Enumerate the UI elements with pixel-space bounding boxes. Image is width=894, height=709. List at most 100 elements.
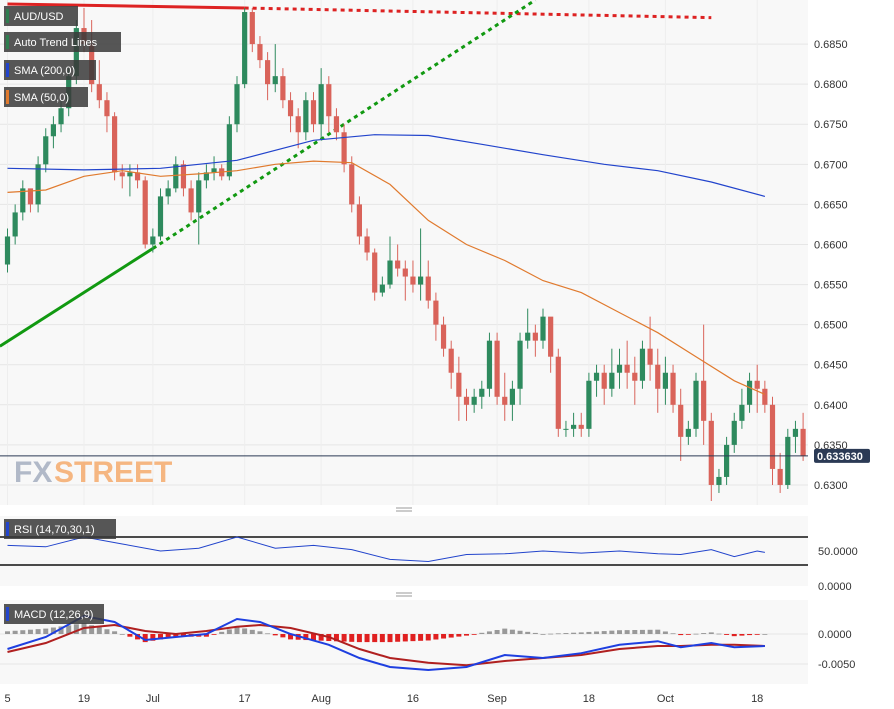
candle-body [746,380,753,405]
macd-histogram-bar [119,634,125,635]
legend-item-sma-50[interactable]: SMA (50,0) [4,87,88,107]
macd-histogram-bar [716,633,722,635]
candle-body [326,84,332,117]
legend-item-sma-200[interactable]: SMA (200,0) [4,60,96,80]
macd-histogram-bar [226,629,232,634]
candle-body [525,332,531,341]
watermark-fx: FX [14,456,52,489]
svg-text:AUD/USD: AUD/USD [14,11,64,23]
macd-histogram-bar [349,634,355,642]
candle-body [502,396,508,405]
macd-histogram-bar [318,634,324,641]
macd-histogram-bar [288,634,294,640]
candle-body [693,380,699,429]
macd-histogram-bar [303,634,309,641]
x-tick-label: 18 [751,693,763,705]
price-legend: AUD/USD Auto Trend Lines SMA (200,0) SMA… [4,6,121,107]
macd-histogram-bar [739,634,745,636]
macd-histogram-bar [639,629,645,634]
macd-tick-label: 0.0000 [818,629,852,641]
candle-body [96,84,102,101]
macd-histogram-bar [333,634,339,642]
macd-histogram-bar [662,631,668,634]
candle-body [150,236,156,245]
candle-body [395,260,401,269]
candle-body [647,348,653,365]
candle-body [20,188,26,213]
macd-histogram-bar [410,634,416,642]
macd-histogram-bar [173,634,179,637]
legend-item-audusd[interactable]: AUD/USD [4,6,78,26]
candle-body [486,340,493,389]
macd-histogram-bar [532,632,538,634]
candle-body [43,136,49,165]
x-tick-label: 19 [78,693,90,705]
macd-histogram-bar [555,633,561,635]
candle-body [341,132,347,165]
candle-body [318,84,324,125]
candle-body [410,276,416,285]
macd-histogram-bar [219,631,225,634]
candle-body [494,340,500,397]
macd-histogram-bar [165,634,171,639]
candle-body [180,164,187,189]
macd-histogram-bar [509,629,515,634]
candle-body [578,424,584,429]
candle-body [364,236,370,253]
rsi-tick-label: 0.0000 [818,581,852,593]
macd-histogram-bar [678,634,684,636]
candle-body [548,316,554,357]
candle-body [379,284,385,293]
macd-histogram-bar [12,630,18,634]
macd-histogram-bar [548,633,554,635]
price-tick-label: 0.6650 [814,199,848,211]
candle-body [257,44,263,61]
candle-body [165,188,171,197]
candle-body [295,116,301,133]
pane-resize-handle-macd[interactable] [396,592,412,597]
macd-histogram-bar [280,634,286,638]
macd-histogram-bar [685,634,691,635]
macd-histogram-bar [135,634,141,640]
macd-histogram-bar [104,629,110,634]
macd-histogram-bar [747,634,753,636]
pane-resize-handle-rsi[interactable] [396,507,412,512]
macd-histogram-bar [311,634,316,641]
macd-legend[interactable]: MACD (12,26,9) [4,604,104,624]
candle-body [12,212,18,237]
macd-histogram-bar [571,632,577,634]
candle-body [532,332,538,341]
rsi-legend[interactable]: RSI (14,70,30,1) [4,519,116,539]
macd-histogram-bar [89,625,95,634]
x-tick-label: 17 [239,693,251,705]
macd-line [7,614,765,672]
legend-item-auto-trend-lines[interactable]: Auto Trend Lines [4,32,121,52]
macd-histogram-bar [27,629,33,634]
macd-histogram-bar [20,630,26,634]
macd-histogram-bar [66,625,72,634]
x-tick-label: 16 [407,693,419,705]
macd-histogram-bar [617,630,622,634]
candle-body [50,124,56,137]
macd-histogram-bar [647,629,653,634]
candle-body [701,380,707,421]
macd-histogram-bar [402,634,408,642]
candle-body [211,168,217,173]
macd-histogram-bar [43,628,49,634]
candle-body [593,372,600,381]
candle-body [27,188,34,205]
candle-body [119,172,125,177]
candle-body [601,372,607,389]
macd-histogram-bar [601,631,607,634]
candle-body [418,276,424,285]
macd-histogram-bar [265,633,271,635]
candle-body [678,404,684,437]
trend-line [244,6,712,20]
candle-body [188,188,194,213]
candle-body [303,100,309,133]
macd-histogram-bar [242,628,248,634]
candle-body [731,420,737,445]
candle-body [639,348,646,381]
macd-histogram-bar [372,634,378,643]
current-price-label: 0.633630 [817,451,863,463]
